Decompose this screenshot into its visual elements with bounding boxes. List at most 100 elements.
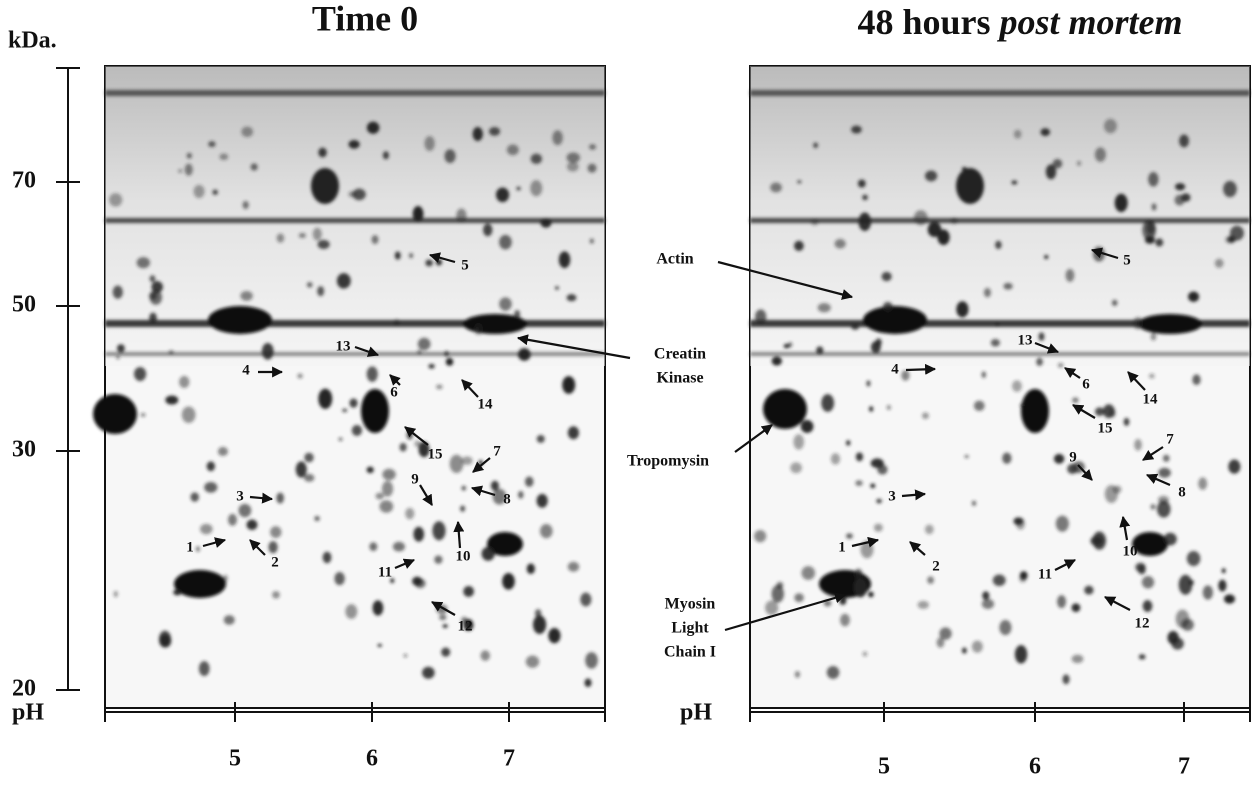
annotation: Myosin <box>665 596 716 613</box>
spot <box>532 615 547 635</box>
spot-arrow <box>453 520 465 549</box>
spot <box>1202 585 1213 600</box>
spot <box>412 576 423 586</box>
spot <box>524 476 534 487</box>
spot <box>489 127 501 136</box>
spot-arrow <box>394 558 416 570</box>
y-tick-label: 70 <box>12 168 36 194</box>
spot <box>1057 595 1067 609</box>
spot-label: 12 <box>458 618 473 634</box>
spot <box>901 370 910 381</box>
spot <box>863 306 927 334</box>
spot <box>276 233 285 243</box>
spot-label: 3 <box>236 488 244 504</box>
spot <box>587 163 597 173</box>
spot <box>862 194 868 201</box>
spot <box>982 591 990 600</box>
band <box>105 218 605 223</box>
spot <box>392 541 406 552</box>
spot <box>1214 258 1224 268</box>
spot-label: 6 <box>1082 376 1090 392</box>
spot <box>463 619 474 631</box>
x-axis-label: pH <box>680 700 712 726</box>
spot <box>1045 164 1057 180</box>
spot <box>763 389 807 429</box>
spot <box>981 371 987 379</box>
spot-label: 5 <box>461 257 469 273</box>
spot <box>857 179 866 188</box>
spot <box>1224 594 1236 604</box>
spot-arrow <box>1077 464 1093 481</box>
spot-label: 10 <box>456 548 471 564</box>
spot <box>797 180 802 184</box>
spot <box>113 590 119 598</box>
spot <box>851 125 862 134</box>
spot <box>193 184 205 199</box>
spot-label: 15 <box>428 446 443 462</box>
spot <box>961 647 967 654</box>
spot <box>149 275 156 283</box>
spot <box>770 182 782 193</box>
spot <box>306 282 313 288</box>
spot <box>217 446 229 457</box>
spot <box>1055 515 1069 532</box>
spot <box>794 671 801 678</box>
spot-label: 13 <box>336 338 351 354</box>
spot <box>399 442 407 452</box>
title-part: 48 hours <box>857 2 990 42</box>
spot <box>1150 332 1157 341</box>
spot-label: 10 <box>1123 543 1138 559</box>
spot <box>517 348 531 361</box>
annotation: Chain I <box>664 644 716 661</box>
spot <box>312 227 322 241</box>
spot <box>845 440 851 446</box>
spot <box>371 235 379 245</box>
spot <box>1013 129 1022 139</box>
spot-arrow <box>1119 515 1131 541</box>
spot <box>1181 193 1191 202</box>
spot <box>318 147 327 158</box>
gel-smear <box>105 66 605 366</box>
spot-arrow <box>1090 247 1119 260</box>
spot <box>536 434 545 443</box>
spot <box>1016 517 1025 530</box>
spot-label: 4 <box>891 361 899 377</box>
spot <box>868 591 874 598</box>
spot <box>855 452 864 462</box>
spot <box>990 339 1000 347</box>
spot <box>1072 397 1079 404</box>
spot <box>345 604 358 619</box>
spot <box>268 541 278 554</box>
spot <box>492 488 507 505</box>
spot <box>1229 225 1244 241</box>
spot-arrow <box>905 363 937 375</box>
spot <box>877 464 888 475</box>
spot <box>939 627 952 640</box>
spot <box>240 290 253 301</box>
spot <box>1021 389 1049 433</box>
spot-label: 11 <box>378 564 392 580</box>
spot <box>1040 128 1051 137</box>
title-part: post mortem <box>997 2 1183 42</box>
spot <box>115 355 120 360</box>
spot-label: 9 <box>411 471 419 487</box>
spot <box>1103 118 1117 134</box>
spot <box>540 218 552 228</box>
spot <box>830 453 841 465</box>
spot <box>526 563 535 575</box>
spot <box>813 142 819 149</box>
spot <box>589 144 596 150</box>
spot <box>1011 180 1018 185</box>
spot <box>403 653 408 658</box>
spot <box>1134 438 1142 451</box>
spot-arrow <box>202 537 227 548</box>
spot <box>1014 645 1028 664</box>
spot <box>921 412 929 420</box>
spot-label: 9 <box>1069 449 1077 465</box>
spot <box>525 655 540 668</box>
spot <box>1138 654 1146 660</box>
spot <box>840 613 850 627</box>
x-tick-label: 7 <box>1178 754 1190 780</box>
spot <box>136 257 151 269</box>
spot-arrow <box>1064 367 1081 379</box>
